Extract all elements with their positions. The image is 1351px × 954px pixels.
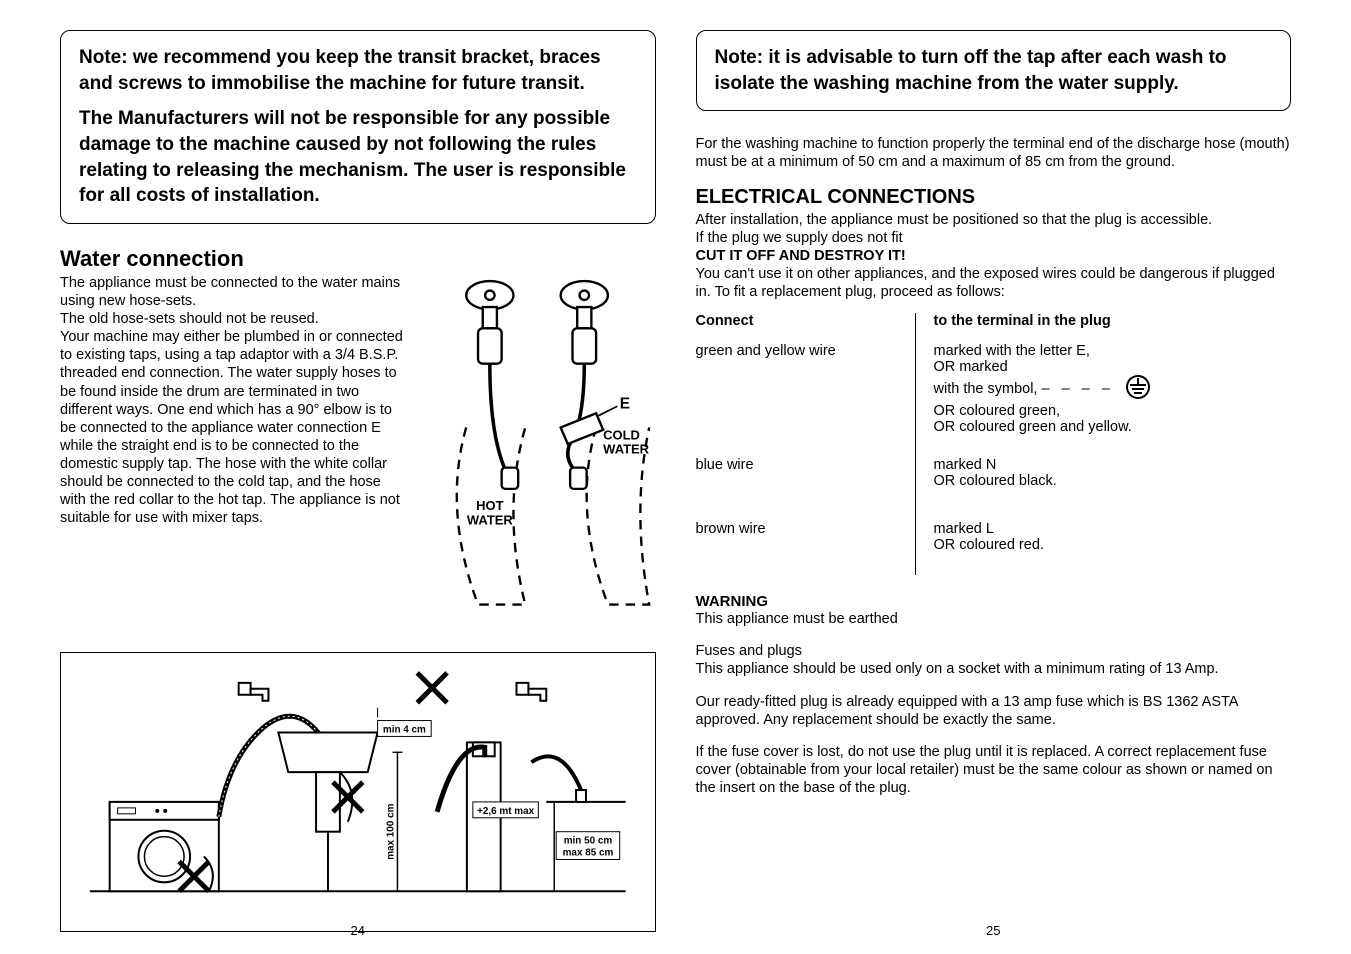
- wiring-r1b-l2: OR marked: [934, 359, 1292, 375]
- wiring-r3b-l2: OR coloured red.: [934, 537, 1292, 553]
- discharge-paragraph: For the washing machine to function prop…: [696, 135, 1292, 171]
- water-connection-row: The appliance must be connected to the w…: [60, 274, 656, 628]
- earth-dash-lead: – – – –: [1042, 381, 1114, 397]
- label-hot-1: HOT: [477, 498, 504, 513]
- label-cold-2: WATER: [604, 441, 650, 456]
- wiring-r3b-l1: marked L: [934, 521, 1292, 537]
- label-min4: min 4 cm: [383, 724, 426, 735]
- earth-icon: [1124, 375, 1152, 403]
- label-max100: max 100 cm: [385, 803, 396, 859]
- note-tap-text: Note: it is advisable to turn off the ta…: [715, 45, 1273, 96]
- wiring-table: Connect green and yellow wire blue wire …: [696, 313, 1292, 575]
- wiring-r1b-l1: marked with the letter E,: [934, 343, 1292, 359]
- drain-diagram: min 4 cm max 100 cm +2,6 mt max: [60, 652, 656, 932]
- page-number-right: 25: [986, 923, 1000, 938]
- note-transit-p1: Note: we recommend you keep the transit …: [79, 45, 637, 96]
- tap-diagram: E COLD WATER HOT WATER: [419, 274, 655, 628]
- wiring-r3b: marked L OR coloured red.: [934, 521, 1292, 553]
- wiring-col-terminal: to the terminal in the plug marked with …: [916, 313, 1292, 575]
- wiring-r1b-l5: OR coloured green and yellow.: [934, 419, 1292, 435]
- electrical-p1: After installation, the appliance must b…: [696, 211, 1292, 229]
- warning-block: WARNING This appliance must be earthed: [696, 593, 1292, 628]
- wiring-r1b: marked with the letter E, OR marked with…: [934, 343, 1292, 435]
- warning-text: This appliance must be earthed: [696, 610, 1292, 628]
- wiring-hdr-terminal: to the terminal in the plug: [934, 313, 1292, 329]
- note-box-tap: Note: it is advisable to turn off the ta…: [696, 30, 1292, 111]
- tap-diagram-svg: E COLD WATER HOT WATER: [419, 274, 655, 628]
- wiring-r3a: brown wire: [696, 521, 905, 541]
- drain-diagram-svg: min 4 cm max 100 cm +2,6 mt max: [71, 663, 645, 921]
- fuses-title: Fuses and plugs: [696, 642, 1292, 660]
- electrical-p3: CUT IT OFF AND DESTROY IT!: [696, 247, 1292, 265]
- warning-title: WARNING: [696, 593, 1292, 610]
- wiring-r2b-l1: marked N: [934, 457, 1292, 473]
- wiring-r1b-l4: OR coloured green,: [934, 403, 1292, 419]
- wiring-hdr-connect: Connect: [696, 313, 905, 329]
- note-transit-p2: The Manufacturers will not be responsibl…: [79, 106, 637, 209]
- wiring-r2a: blue wire: [696, 457, 905, 499]
- water-connection-body: The appliance must be connected to the w…: [60, 274, 405, 628]
- page-right: Note: it is advisable to turn off the ta…: [676, 30, 1312, 934]
- label-hot-2: WATER: [467, 512, 513, 527]
- fuses-p2: Our ready-fitted plug is already equippe…: [696, 693, 1292, 729]
- wiring-r1b-l3: with the symbol, – – – –: [934, 375, 1292, 403]
- label-min50: min 50 cm: [564, 836, 613, 847]
- note-tap-prefix: Note:: [715, 47, 764, 68]
- wiring-col-connect: Connect green and yellow wire blue wire …: [696, 313, 916, 575]
- fuses-p1: This appliance should be used only on a …: [696, 660, 1292, 678]
- label-e: E: [620, 395, 630, 412]
- page-number-left: 24: [351, 923, 365, 938]
- electrical-p4: You can't use it on other appliances, an…: [696, 265, 1292, 301]
- water-connection-heading: Water connection: [60, 246, 656, 272]
- note-tap-rest: it is advisable to turn off the tap afte…: [715, 47, 1227, 94]
- electrical-heading: ELECTRICAL CONNECTIONS: [696, 186, 1292, 209]
- wiring-r2b-l2: OR coloured black.: [934, 473, 1292, 489]
- label-cold-1: COLD: [604, 427, 641, 442]
- fuses-p3: If the fuse cover is lost, do not use th…: [696, 743, 1292, 797]
- label-max85: max 85 cm: [563, 848, 614, 859]
- label-26mt: +2,6 mt max: [477, 806, 534, 817]
- wiring-r1b-l3-text: with the symbol,: [934, 381, 1038, 397]
- page-left: Note: we recommend you keep the transit …: [40, 30, 676, 934]
- electrical-p2: If the plug we supply does not fit: [696, 229, 1292, 247]
- wiring-r2b: marked N OR coloured black.: [934, 457, 1292, 499]
- wiring-r1a: green and yellow wire: [696, 343, 905, 435]
- note-box-transit: Note: we recommend you keep the transit …: [60, 30, 656, 224]
